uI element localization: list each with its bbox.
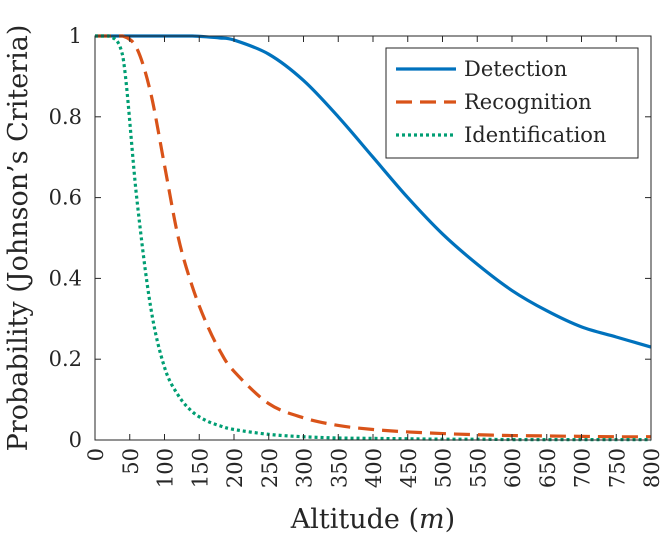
y-tick-label: 1	[69, 24, 82, 48]
x-axis-unit: m	[419, 504, 445, 535]
x-tick-label: 250	[258, 448, 282, 488]
x-tick-label: 450	[397, 448, 421, 488]
x-tick-label: 400	[362, 448, 386, 488]
y-axis-ticks: 0 0.2 0.4 0.6 0.8 1	[49, 24, 651, 452]
x-tick-label: 50	[119, 448, 143, 475]
legend: Detection Recognition Identification	[385, 47, 639, 159]
legend-label-detection: Detection	[464, 57, 567, 81]
x-tick-label: 600	[501, 448, 525, 488]
x-axis-ticks: 0 50 100 150 200 250 300 350 400 450 500 550 600 650 7…	[84, 36, 664, 488]
y-tick-label: 0	[69, 428, 82, 452]
x-tick-label: 750	[605, 448, 629, 488]
x-tick-label: 100	[154, 448, 178, 488]
y-tick-label: 0.2	[49, 347, 82, 371]
x-tick-label: 800	[640, 448, 664, 488]
x-tick-label: 700	[571, 448, 595, 488]
x-tick-label: 350	[327, 448, 351, 488]
y-tick-label: 0.4	[49, 266, 82, 290]
y-tick-label: 0.8	[49, 105, 82, 129]
x-tick-label: 150	[188, 448, 212, 488]
legend-label-identification: Identification	[464, 123, 606, 147]
x-axis-title: Altitude (m)	[290, 504, 455, 535]
series-line-recognition	[95, 34, 652, 439]
legend-label-recognition: Recognition	[464, 90, 592, 114]
series-line-identification	[95, 34, 651, 442]
x-tick-label: 650	[536, 448, 560, 488]
x-tick-label: 550	[466, 448, 490, 488]
x-tick-label: 500	[432, 448, 456, 488]
x-tick-label: 200	[223, 448, 247, 488]
x-tick-label: 0	[84, 448, 108, 461]
y-tick-label: 0.6	[49, 186, 82, 210]
y-axis-title: Probability (Johnson’s Criteria)	[3, 25, 34, 452]
plot-frame	[94, 35, 652, 441]
x-tick-label: 300	[293, 448, 317, 488]
